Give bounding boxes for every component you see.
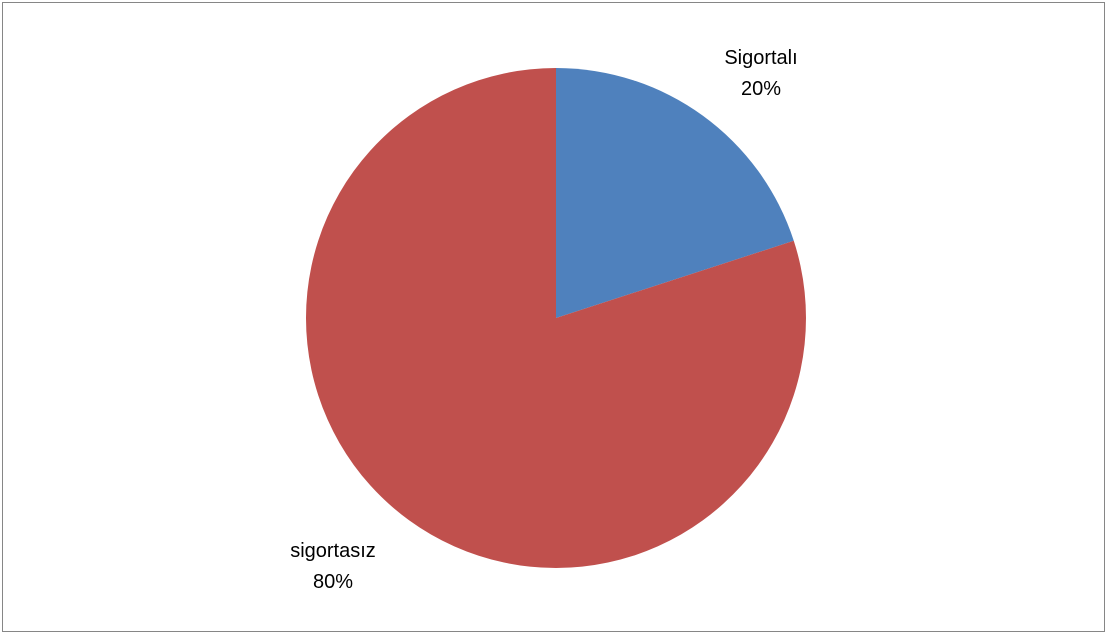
pie-slices: [305, 68, 806, 568]
pie-slice-1: [305, 68, 806, 568]
slice-label-sigortasiz-name: sigortasız: [290, 540, 376, 562]
pie-slice-0: [556, 68, 794, 318]
slice-label-sigortali-name: Sigortalı: [724, 47, 797, 69]
slice-label-sigortasiz-percent: 80%: [313, 571, 353, 593]
slice-label-sigortali-percent: 20%: [741, 78, 781, 100]
